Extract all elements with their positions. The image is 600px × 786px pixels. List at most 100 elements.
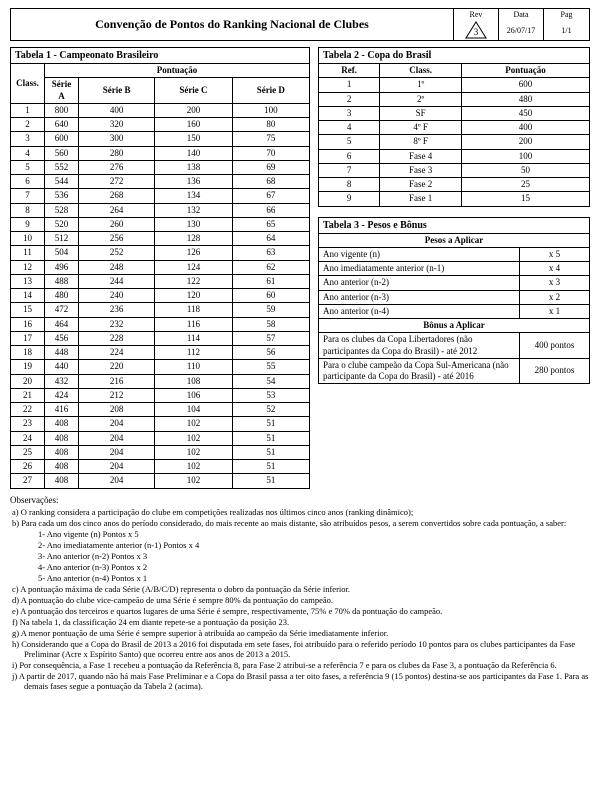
t1-cell: 204 [79,445,155,459]
t1-cell: 480 [45,289,79,303]
svg-text:3: 3 [474,27,479,37]
t1-cell: 108 [155,374,232,388]
t2-pont-hdr: Pontuação [461,64,589,78]
table-row: 1844822411256 [11,346,310,360]
hdr-pag: Pag 1/1 [544,9,589,40]
t1-cell: 416 [45,403,79,417]
doc-title: Convenção de Pontos do Ranking Nacional … [11,9,454,40]
t1-cell: 64 [232,232,309,246]
t1-cell: 130 [155,217,232,231]
obs-sub-item: 3- Ano anterior (n-2) Pontos x 3 [38,551,590,561]
table-row: 58º F200 [319,135,590,149]
t2-cell: Fase 4 [380,149,462,163]
t1-cell: 53 [232,388,309,402]
data-label: Data [499,9,543,20]
t1-cell: 544 [45,175,79,189]
t1-cell: 124 [155,260,232,274]
t3-bonus-label: Para o clube campeão da Copa Sul-America… [319,358,520,384]
table-row: 9Fase 115 [319,192,590,206]
t1-cell: 27 [11,474,45,488]
t1-cell: 8 [11,203,45,217]
table-row: 3SF450 [319,106,590,120]
table-row: 1448024012060 [11,289,310,303]
t1-cell: 52 [232,403,309,417]
t1-cell: 552 [45,160,79,174]
obs-item: d) A pontuação do clube vice-campeão de … [24,595,590,605]
t3-bonus-val: 280 pontos [520,358,590,384]
t1-cell: 268 [79,189,155,203]
table-row: Ano vigente (n)x 5 [319,247,590,261]
t2-cell: 8º F [380,135,462,149]
table-row: Ano anterior (n-4)x 1 [319,304,590,318]
obs-item: f) Na tabela 1, da classificação 24 em d… [24,617,590,627]
t1-cell: 75 [232,132,309,146]
t1-cell: 408 [45,417,79,431]
table-row: 1944022011055 [11,360,310,374]
t1-cell: 24 [11,431,45,445]
t2-cell: Fase 1 [380,192,462,206]
t1-cell: 6 [11,175,45,189]
t2-cell: 600 [461,78,589,92]
table-row: Ano anterior (n-2)x 3 [319,276,590,290]
pag-value: 1/1 [544,20,589,40]
tabela3: Pesos a AplicarAno vigente (n)x 5Ano ime… [318,233,590,385]
t2-cell: 100 [461,149,589,163]
t1-cell: 61 [232,274,309,288]
t1-serie-hdr: Série A [45,78,79,104]
t1-cell: 80 [232,118,309,132]
table-row: 360030015075 [11,132,310,146]
t1-cell: 264 [79,203,155,217]
t1-cell: 17 [11,331,45,345]
t1-cell: 220 [79,360,155,374]
t1-cell: 204 [79,417,155,431]
t1-cell: 58 [232,317,309,331]
t1-cell: 496 [45,260,79,274]
t1-cell: 16 [11,317,45,331]
t1-cell: 2 [11,118,45,132]
table-row: 1051225612864 [11,232,310,246]
table-row: 11º600 [319,78,590,92]
t2-cell: 15 [461,192,589,206]
t2-cell: 25 [461,178,589,192]
table-row: 1800400200100 [11,103,310,117]
tabela1: Class.PontuaçãoSérie ASérie BSérie CSéri… [10,63,310,489]
t1-cell: 126 [155,246,232,260]
t3-bonus-hdr: Bônus a Aplicar [319,319,590,333]
table-row: 1348824412261 [11,274,310,288]
t1-cell: 69 [232,160,309,174]
t2-cell: Fase 3 [380,163,462,177]
table-row: 2540820410251 [11,445,310,459]
obs-item: a) O ranking considera a participação do… [24,507,590,517]
t1-cell: 59 [232,303,309,317]
t1-cell: 102 [155,460,232,474]
t1-cell: 114 [155,331,232,345]
t3-peso-label: Ano anterior (n-4) [319,304,520,318]
t2-cell: 3 [319,106,380,120]
obs-sub-item: 5- Ano anterior (n-4) Pontos x 1 [38,573,590,583]
t1-cell: 56 [232,346,309,360]
t2-cell: 7 [319,163,380,177]
t1-cell: 408 [45,431,79,445]
t1-cell: 102 [155,445,232,459]
t1-cell: 14 [11,289,45,303]
t1-cell: 106 [155,388,232,402]
t1-cell: 4 [11,146,45,160]
t2-cell: 6 [319,149,380,163]
t1-cell: 228 [79,331,155,345]
t1-cell: 104 [155,403,232,417]
t1-cell: 51 [232,474,309,488]
t1-cell: 70 [232,146,309,160]
t1-cell: 520 [45,217,79,231]
t3-peso-val: x 3 [520,276,590,290]
t1-cell: 560 [45,146,79,160]
t1-cell: 68 [232,175,309,189]
t1-cell: 51 [232,460,309,474]
table-row: 2043221610854 [11,374,310,388]
t1-cell: 528 [45,203,79,217]
table-row: 2640820410251 [11,460,310,474]
t2-cell: 4 [319,121,380,135]
t1-cell: 600 [45,132,79,146]
t1-cell: 20 [11,374,45,388]
t1-cell: 464 [45,317,79,331]
t1-cell: 120 [155,289,232,303]
